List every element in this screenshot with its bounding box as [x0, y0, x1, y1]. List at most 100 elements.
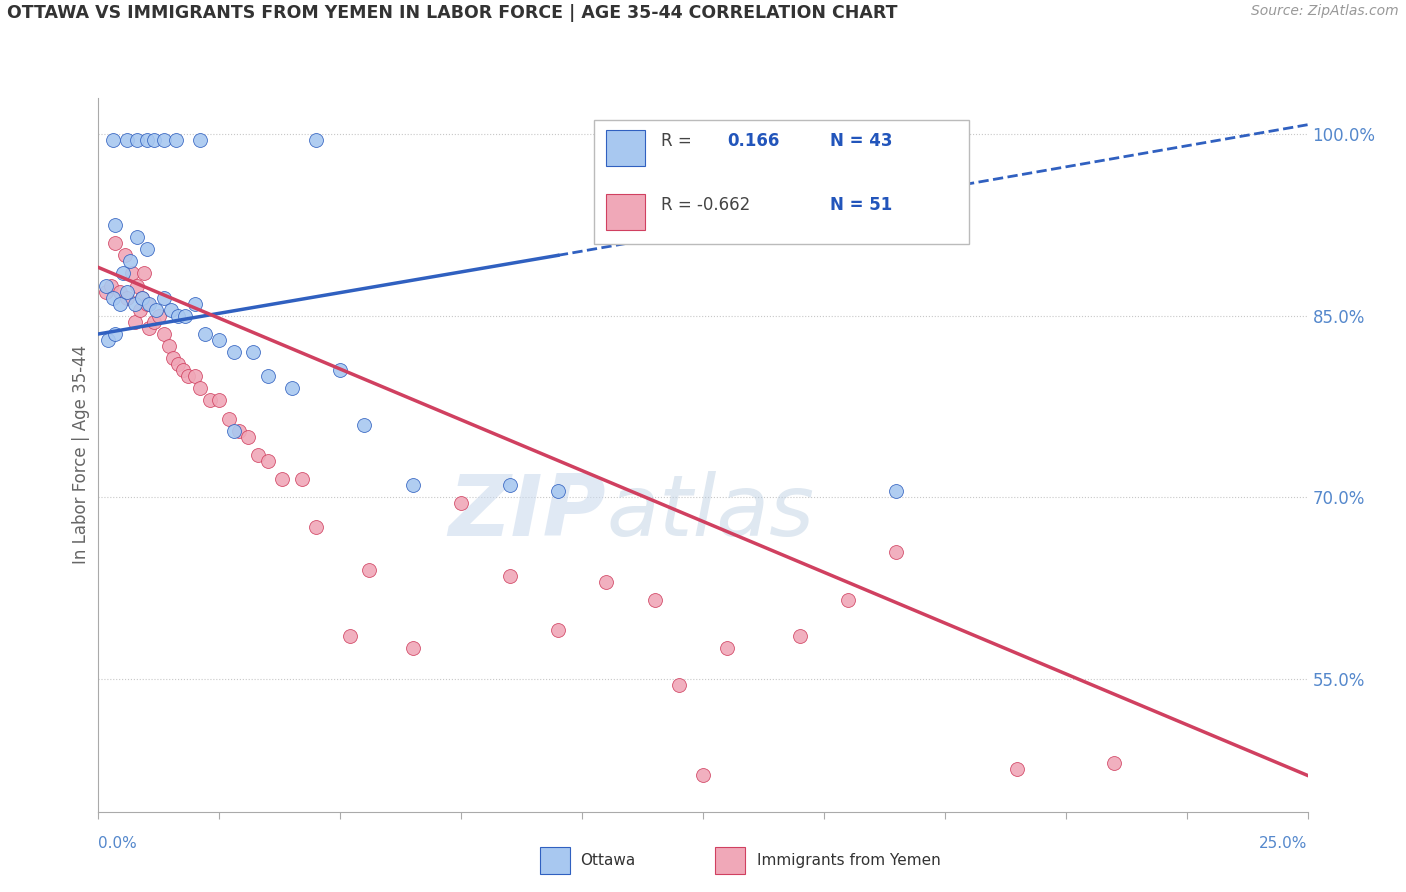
Text: 25.0%: 25.0%: [1260, 836, 1308, 851]
Point: [290, 472, 312, 486]
Point: [242, 345, 264, 359]
Point: [160, 302, 183, 317]
Point: [162, 351, 184, 366]
Text: ZIP: ZIP: [449, 470, 606, 554]
Point: [359, 563, 381, 577]
Point: [101, 291, 124, 305]
Point: [131, 291, 153, 305]
Point: [402, 641, 425, 656]
Point: [208, 333, 231, 347]
Text: R = -0.662: R = -0.662: [661, 196, 749, 214]
Point: [668, 678, 690, 692]
Point: [152, 133, 174, 147]
Point: [128, 302, 150, 317]
Point: [145, 302, 167, 317]
Text: OTTAWA VS IMMIGRANTS FROM YEMEN IN LABOR FORCE | AGE 35-44 CORRELATION CHART: OTTAWA VS IMMIGRANTS FROM YEMEN IN LABOR…: [7, 4, 897, 22]
Point: [1007, 763, 1029, 777]
Point: [108, 285, 131, 299]
Point: [94, 278, 117, 293]
Point: [104, 218, 127, 232]
Point: [222, 424, 245, 438]
Point: [104, 236, 127, 251]
Point: [789, 629, 811, 643]
Point: [184, 369, 207, 384]
Point: [174, 309, 197, 323]
Text: Ottawa: Ottawa: [579, 853, 636, 868]
Point: [135, 133, 157, 147]
Point: [121, 267, 143, 281]
Point: [450, 496, 472, 510]
Point: [127, 278, 149, 293]
Text: N = 43: N = 43: [830, 132, 893, 150]
Point: [305, 520, 328, 534]
Bar: [540, 847, 569, 874]
Text: Source: ZipAtlas.com: Source: ZipAtlas.com: [1251, 4, 1399, 19]
Point: [124, 297, 146, 311]
Point: [108, 297, 131, 311]
Point: [143, 133, 166, 147]
Bar: [716, 847, 745, 874]
Point: [238, 430, 260, 444]
Point: [111, 267, 134, 281]
Point: [114, 248, 136, 262]
Point: [547, 624, 569, 638]
Point: [97, 333, 120, 347]
Point: [138, 321, 160, 335]
Point: [134, 267, 156, 281]
Point: [135, 242, 157, 256]
Text: 0.166: 0.166: [727, 132, 779, 150]
Point: [148, 309, 170, 323]
Point: [94, 285, 117, 299]
Point: [127, 230, 149, 244]
Point: [184, 297, 207, 311]
Point: [353, 417, 375, 432]
Point: [1102, 756, 1125, 771]
Point: [329, 363, 352, 377]
Point: [498, 478, 520, 492]
Text: N = 51: N = 51: [830, 196, 893, 214]
Point: [339, 629, 361, 643]
Text: 0.0%: 0.0%: [98, 836, 138, 851]
Y-axis label: In Labor Force | Age 35-44: In Labor Force | Age 35-44: [72, 345, 90, 565]
Point: [152, 326, 174, 341]
Point: [198, 393, 221, 408]
Point: [194, 326, 217, 341]
Bar: [606, 130, 645, 166]
Point: [124, 315, 146, 329]
Point: [644, 593, 666, 607]
Point: [692, 768, 714, 782]
Text: R =: R =: [661, 132, 692, 150]
Text: atlas: atlas: [606, 470, 814, 554]
Point: [143, 315, 166, 329]
Point: [117, 285, 139, 299]
Point: [256, 454, 278, 468]
Point: [152, 291, 174, 305]
Bar: [595, 120, 969, 244]
Point: [117, 291, 139, 305]
Point: [118, 254, 141, 268]
Point: [165, 133, 187, 147]
Point: [402, 478, 425, 492]
Text: Immigrants from Yemen: Immigrants from Yemen: [758, 853, 941, 868]
Point: [188, 381, 211, 395]
Point: [167, 309, 190, 323]
Point: [157, 339, 180, 353]
Point: [104, 326, 127, 341]
Point: [271, 472, 294, 486]
Point: [222, 345, 245, 359]
Point: [208, 393, 231, 408]
Point: [305, 133, 328, 147]
Point: [886, 484, 908, 499]
Point: [247, 448, 270, 462]
Point: [135, 297, 157, 311]
Point: [281, 381, 304, 395]
Point: [228, 424, 250, 438]
Point: [256, 369, 278, 384]
Point: [547, 484, 569, 499]
Point: [117, 133, 139, 147]
Point: [167, 357, 190, 371]
Point: [595, 574, 617, 589]
Point: [886, 544, 908, 558]
Point: [101, 133, 124, 147]
Point: [127, 133, 149, 147]
